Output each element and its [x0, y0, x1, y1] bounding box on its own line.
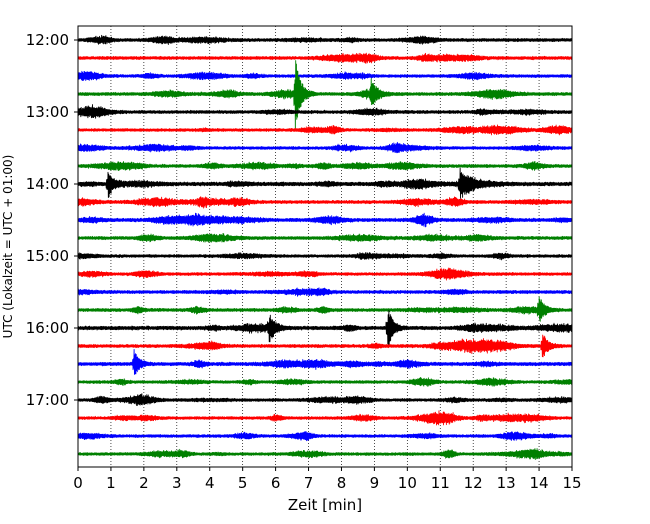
axes-frame	[77, 25, 573, 468]
seismic-trace	[77, 349, 573, 375]
seismic-trace	[77, 141, 573, 154]
seismic-trace	[77, 52, 573, 64]
x-tick-label: 0	[73, 474, 83, 492]
x-tick-label: 9	[370, 474, 380, 492]
seismic-trace	[77, 267, 573, 281]
y-tick-label: 14:00	[26, 175, 69, 193]
seismic-trace	[77, 448, 573, 460]
y-axis-label: UTC (Lokalzeit = UTC + 01:00)	[1, 155, 15, 339]
seismic-trace	[77, 252, 573, 261]
seismic-trace	[77, 431, 573, 442]
x-tick-label: 7	[304, 474, 314, 492]
seismic-trace	[77, 167, 573, 199]
seismic-trace	[77, 104, 573, 119]
seismic-trace	[77, 60, 573, 131]
x-tick-label: 12	[464, 474, 483, 492]
seismic-trace	[77, 70, 573, 81]
y-axis-ticks: 12:00 13:00 14:00 15:00 16:00 17:00	[26, 31, 78, 409]
seismic-trace	[77, 196, 573, 209]
seismic-trace	[77, 287, 573, 297]
x-tick-label: 8	[337, 474, 347, 492]
x-tick-label: 1	[106, 474, 116, 492]
seismic-trace	[77, 334, 573, 358]
x-tick-label: 13	[497, 474, 516, 492]
seismic-trace	[77, 296, 573, 322]
x-tick-label: 2	[139, 474, 149, 492]
x-tick-label: 4	[205, 474, 215, 492]
x-tick-label: 3	[172, 474, 182, 492]
seismic-trace	[77, 310, 573, 347]
y-tick-label: 17:00	[26, 391, 69, 409]
x-axis-ticks: 0 1 2 3 4 5 6 7 8 9 10 11 12 13 14 15	[73, 467, 582, 492]
seismic-trace	[77, 376, 573, 387]
y-tick-label: 13:00	[26, 103, 69, 121]
seismic-trace	[77, 212, 573, 228]
seismic-trace	[77, 34, 573, 45]
x-tick-label: 14	[530, 474, 549, 492]
y-tick-label: 12:00	[26, 31, 69, 49]
seismic-trace	[77, 410, 573, 426]
y-tick-label: 15:00	[26, 247, 69, 265]
x-tick-label: 6	[271, 474, 281, 492]
seismic-trace	[77, 160, 573, 172]
seismic-trace	[77, 232, 573, 243]
x-axis-label: Zeit [min]	[288, 496, 362, 514]
x-tick-label: 15	[562, 474, 581, 492]
seismic-trace	[77, 393, 573, 406]
x-tick-label: 5	[238, 474, 248, 492]
seismic-traces	[77, 34, 573, 460]
seismic-trace	[77, 124, 573, 136]
y-tick-label: 16:00	[26, 319, 69, 337]
x-tick-label: 10	[398, 474, 417, 492]
x-tick-label: 11	[431, 474, 450, 492]
